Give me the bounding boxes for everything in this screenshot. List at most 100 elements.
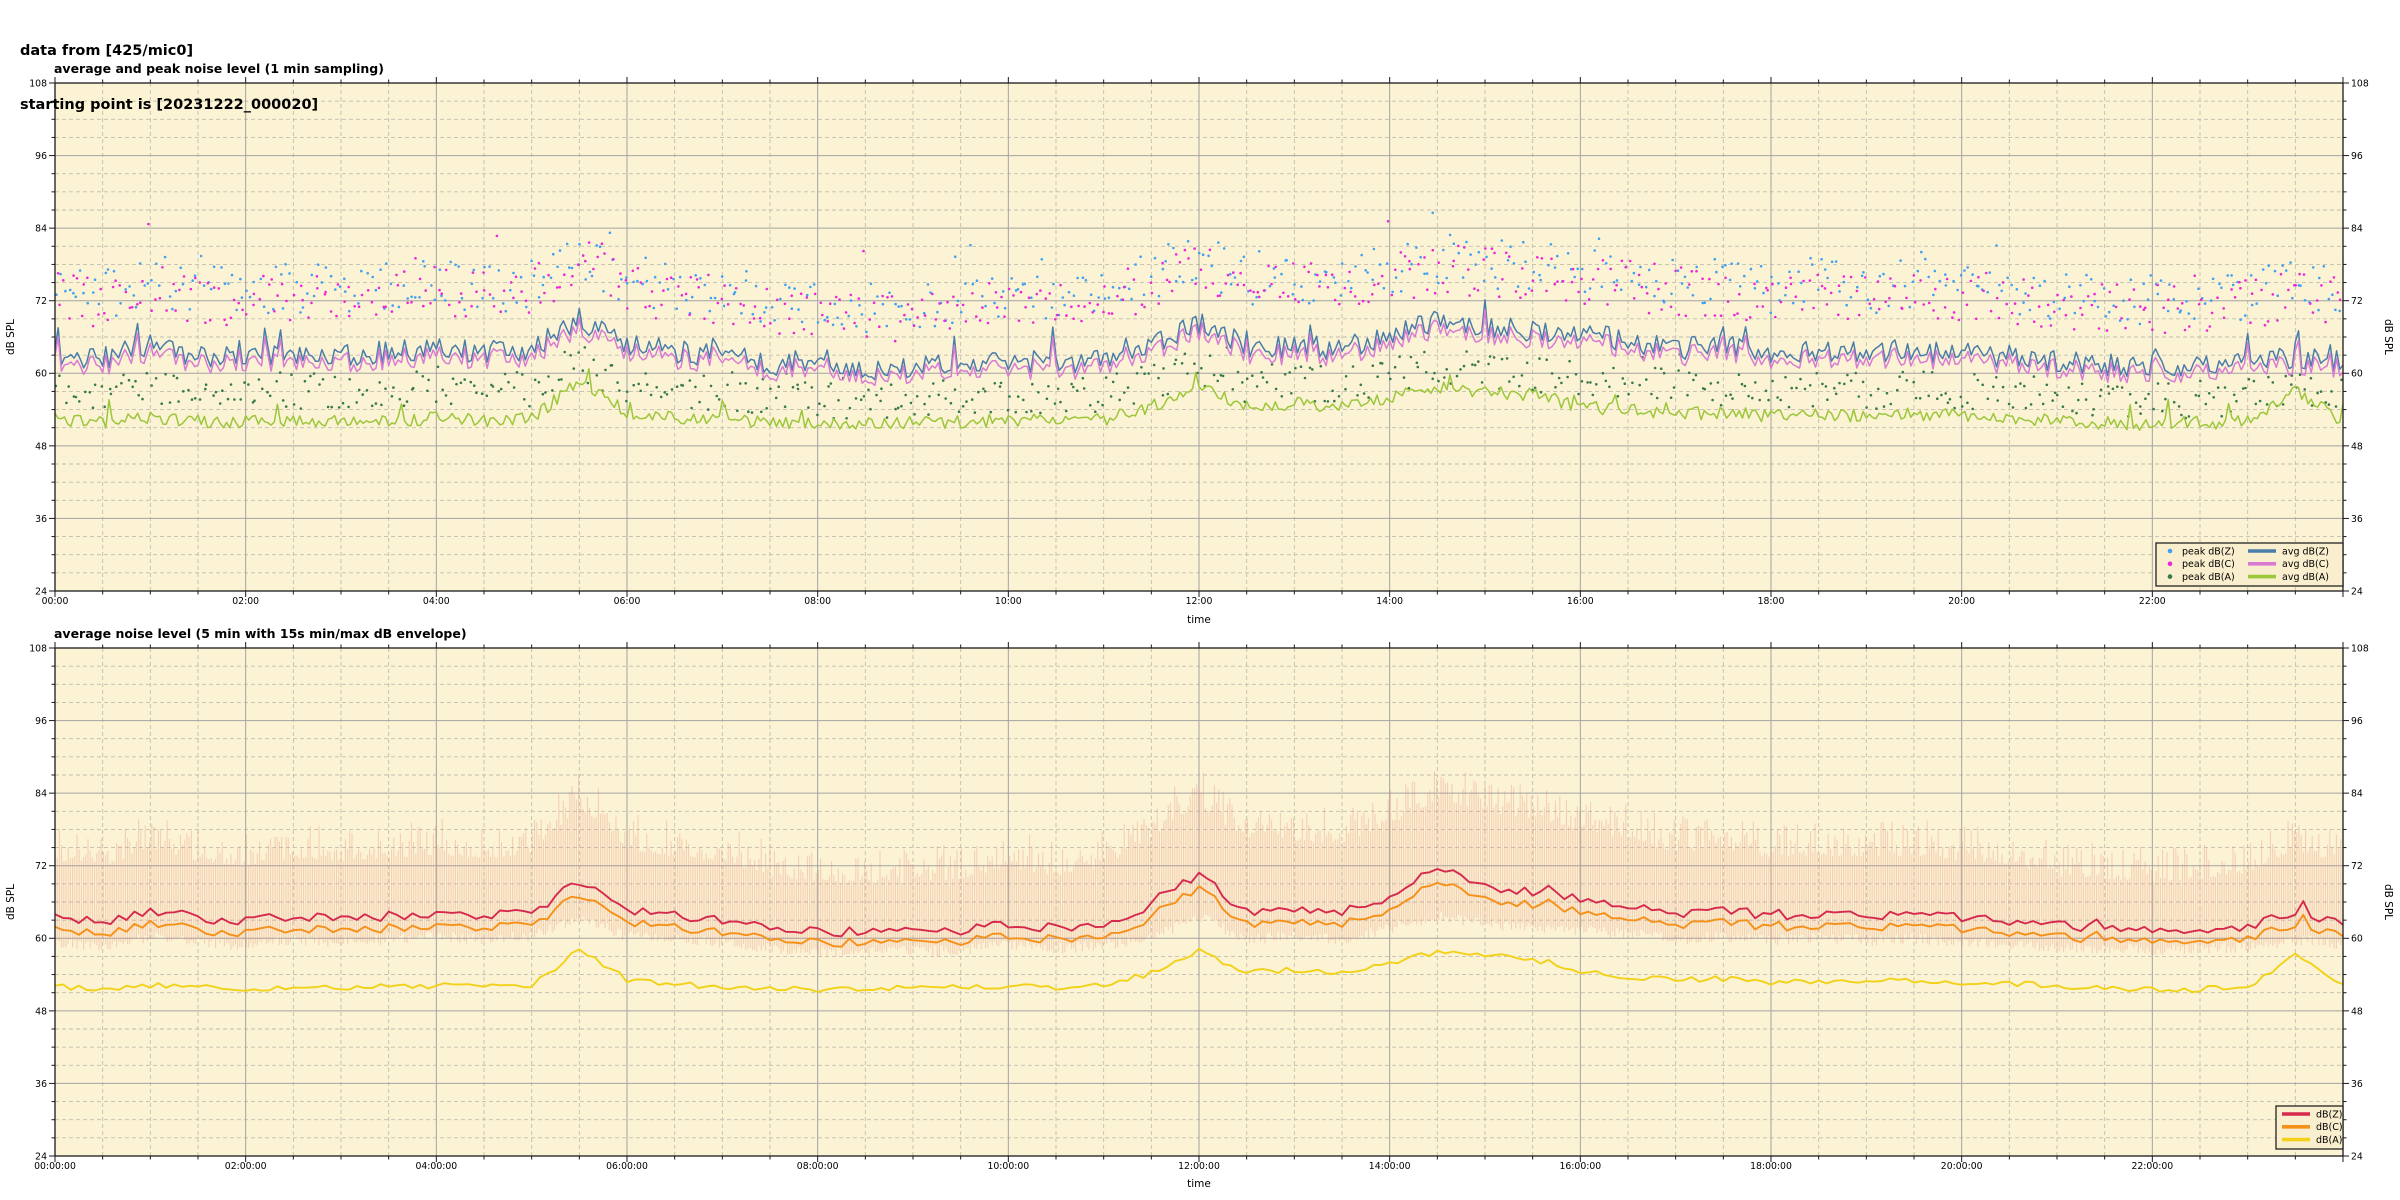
x-axis-label: time: [1187, 1178, 1211, 1190]
y-tick-label: 60: [2351, 369, 2363, 380]
series-avg-db-a: [55, 368, 2343, 431]
legend-label: avg dB(C): [2282, 559, 2329, 570]
x-axis-label: time: [1187, 614, 1211, 626]
legend-item-avg-db-z: avg dB(Z): [2248, 546, 2329, 557]
x-tick-label: 02:00:00: [225, 1161, 267, 1172]
legend-label: avg dB(Z): [2282, 546, 2329, 557]
y-tick-label: 48: [35, 441, 47, 452]
y-tick-label: 96: [2351, 716, 2363, 727]
legend-label: peak dB(Z): [2182, 546, 2235, 557]
chart-1: 24 24 36 36 48 48 60 60 72 72 84 84 96 96 108 108 00:00 0…: [5, 61, 2394, 626]
series-db-z: [55, 868, 2343, 938]
series-peak-db-z: [55, 211, 2341, 334]
x-tick-label: 18:00: [1758, 596, 1785, 607]
x-tick-label: 08:00:00: [797, 1161, 839, 1172]
y-tick-label: 60: [35, 369, 47, 380]
legend-label: dB(C): [2316, 1122, 2343, 1133]
chart-2: 24 24 36 36 48 48 60 60 72 72 84 84 96 96 108 108 00:00:…: [5, 626, 2394, 1190]
figure-header: data from [425/mic0] starting point is […: [20, 6, 318, 150]
x-tick-label: 08:00: [804, 596, 831, 607]
y-tick-label: 24: [2351, 1151, 2363, 1162]
x-tick-label: 16:00:00: [1559, 1161, 1601, 1172]
y-axis-label-left: dB SPL: [5, 319, 17, 355]
series-db-a: [55, 947, 2343, 994]
y-tick-label: 72: [35, 861, 47, 872]
y-tick-label: 108: [29, 78, 47, 89]
y-tick-label: 108: [2351, 78, 2369, 89]
y-tick-label: 72: [2351, 296, 2363, 307]
header-line-2: starting point is [20231222_000020]: [20, 97, 319, 113]
x-tick-label: 22:00: [2139, 596, 2166, 607]
y-tick-label: 96: [35, 151, 47, 162]
series-db-c: [55, 881, 2343, 948]
legend-item-avg-db-c: avg dB(C): [2248, 559, 2329, 570]
y-tick-label: 60: [2351, 934, 2363, 945]
y-tick-label: 108: [2351, 643, 2369, 654]
x-tick-label: 10:00:00: [987, 1161, 1029, 1172]
y-tick-label: 48: [2351, 441, 2363, 452]
y-tick-label: 84: [35, 224, 47, 235]
legend-label: peak dB(C): [2182, 559, 2235, 570]
series-min-max-envelope: [55, 771, 2343, 957]
axis-ticks: 24 24 36 36 48 48 60 60 72 72 84 84 96 96 108 108 00:00:…: [29, 642, 2369, 1172]
x-tick-label: 14:00:00: [1369, 1161, 1411, 1172]
x-tick-label: 18:00:00: [1750, 1161, 1792, 1172]
legend-item-db-a: dB(A): [2282, 1135, 2342, 1146]
y-tick-label: 24: [35, 1151, 47, 1162]
legend-label: dB(Z): [2316, 1109, 2342, 1120]
series-avg-db-z: [55, 298, 2343, 381]
x-tick-label: 04:00:00: [415, 1161, 457, 1172]
legend-item-db-c: dB(C): [2282, 1122, 2343, 1133]
y-axis-label-left: dB SPL: [5, 884, 17, 920]
series-layer: [55, 211, 2343, 431]
axis-ticks: 24 24 36 36 48 48 60 60 72 72 84 84 96 96 108 108 00:00 0…: [29, 77, 2369, 607]
y-tick-label: 24: [35, 586, 47, 597]
series-peak-db-c: [56, 220, 2342, 343]
y-tick-label: 72: [2351, 861, 2363, 872]
legend-item-db-z: dB(Z): [2282, 1109, 2342, 1120]
legend-label: dB(A): [2316, 1135, 2342, 1146]
header-line-1: data from [425/mic0]: [20, 43, 194, 59]
x-tick-label: 12:00: [1186, 596, 1213, 607]
legend-marker-dot: [2167, 561, 2173, 567]
y-tick-label: 96: [2351, 151, 2363, 162]
legend-item-avg-db-a: avg dB(A): [2248, 572, 2329, 583]
y-axis-label-right: dB SPL: [2382, 319, 2394, 355]
x-tick-label: 22:00:00: [2131, 1161, 2173, 1172]
y-axis-label-right: dB SPL: [2382, 884, 2394, 920]
chart-title: average and peak noise level (1 min samp…: [54, 61, 384, 76]
y-tick-label: 36: [2351, 1079, 2363, 1090]
legend-label: peak dB(A): [2182, 572, 2235, 583]
x-tick-label: 02:00: [232, 596, 259, 607]
legend: peak dB(Z) peak dB(C) peak dB(A) avg dB(Z) a…: [2155, 542, 2344, 587]
y-tick-label: 108: [29, 643, 47, 654]
y-tick-label: 36: [2351, 514, 2363, 525]
legend-marker-dot: [2167, 548, 2173, 554]
x-tick-label: 10:00: [995, 596, 1022, 607]
series-avg-db-c: [55, 309, 2343, 387]
legend-item-peak-db-z: peak dB(Z): [2167, 546, 2235, 557]
legend-item-peak-db-a: peak dB(A): [2167, 572, 2235, 583]
y-tick-label: 84: [2351, 224, 2363, 235]
x-tick-label: 04:00: [423, 596, 450, 607]
x-tick-label: 20:00:00: [1941, 1161, 1983, 1172]
y-tick-label: 84: [2351, 789, 2363, 800]
x-tick-label: 00:00:00: [34, 1161, 76, 1172]
y-tick-label: 36: [35, 514, 47, 525]
y-tick-label: 48: [2351, 1006, 2363, 1017]
x-tick-label: 14:00: [1376, 596, 1403, 607]
x-tick-label: 16:00: [1567, 596, 1594, 607]
y-tick-label: 96: [35, 716, 47, 727]
series-layer: [55, 771, 2343, 994]
y-tick-label: 60: [35, 934, 47, 945]
grid: [55, 648, 2343, 1156]
x-tick-label: 06:00:00: [606, 1161, 648, 1172]
y-tick-label: 84: [35, 789, 47, 800]
legend-marker-dot: [2167, 574, 2173, 579]
y-tick-label: 24: [2351, 586, 2363, 597]
x-tick-label: 00:00: [42, 596, 69, 607]
y-tick-label: 72: [35, 296, 47, 307]
chart-title: average noise level (5 min with 15s min/…: [54, 626, 467, 641]
